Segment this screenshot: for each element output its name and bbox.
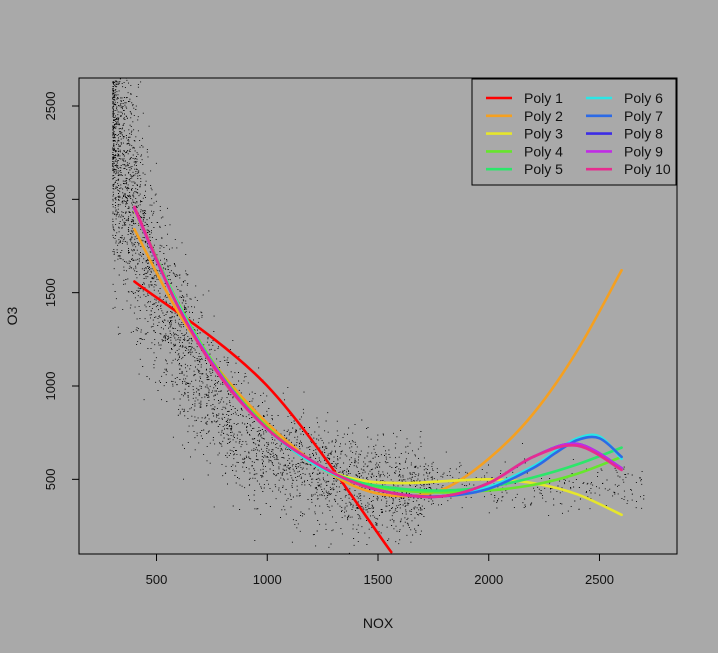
y-tick-label: 2000	[43, 185, 58, 214]
legend-label: Poly 4	[524, 143, 563, 159]
series-line-poly-3	[133, 209, 623, 517]
legend-label: Poly 9	[624, 143, 663, 159]
legend-label: Poly 10	[624, 161, 671, 177]
x-tick-label: 2500	[585, 572, 614, 587]
series-line-poly-5	[133, 207, 623, 492]
x-tick-label: 500	[146, 572, 168, 587]
legend-label: Poly 6	[624, 90, 663, 106]
legend-label: Poly 8	[624, 126, 663, 142]
y-tick-label: 1500	[43, 278, 58, 307]
series-line-poly-10	[133, 205, 623, 499]
y-tick-label: 1000	[43, 372, 58, 401]
y-tick-label: 500	[43, 468, 58, 490]
legend-label: Poly 3	[524, 126, 563, 142]
x-tick-label: 1000	[253, 572, 282, 587]
series-line-poly-1	[133, 280, 393, 554]
legend-label: Poly 1	[524, 90, 563, 106]
y-tick-label: 2500	[43, 92, 58, 121]
x-tick-label: 2000	[474, 572, 503, 587]
y-axis: 500 1000 1500 2000 2500	[43, 92, 80, 490]
x-axis-label: NOX	[363, 615, 394, 631]
legend-label: Poly 2	[524, 108, 563, 124]
x-axis: 500 1000 1500 2000 2500	[146, 553, 614, 587]
legend-label: Poly 7	[624, 108, 663, 124]
legend-label: Poly 5	[524, 161, 563, 177]
legend-box	[471, 78, 677, 186]
y-axis-label: O3	[4, 306, 20, 325]
fit-curves	[133, 205, 623, 554]
x-tick-label: 1500	[364, 572, 393, 587]
